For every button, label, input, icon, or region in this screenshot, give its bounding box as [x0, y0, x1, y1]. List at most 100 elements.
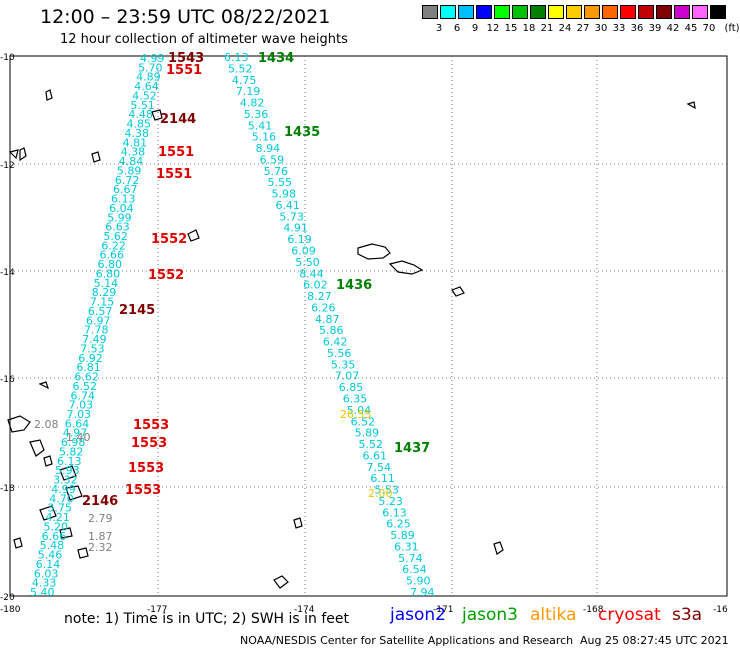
east-track-swh: 6.35 — [343, 392, 368, 405]
west-track-swh: 4.81 — [123, 136, 148, 149]
y-tick-label: -20 — [0, 593, 15, 603]
east-track-swh: 5.56 — [327, 347, 352, 360]
legend-swatch — [692, 5, 708, 19]
west-track-swh-gray: 1.87 — [88, 530, 113, 543]
west-track-swh: 6.57 — [88, 305, 113, 318]
legend-label: 15 — [504, 23, 518, 34]
west-track-swh: 7.03 — [69, 399, 94, 412]
west-track-swh: 4.84 — [119, 155, 144, 168]
west-track-swh: 6.64 — [65, 417, 90, 430]
timestamp: Aug 25 08:27:45 UTC 2021 — [580, 634, 729, 647]
cryosat-time: 1552 — [148, 268, 184, 283]
west-track-swh: 4.21 — [45, 511, 70, 524]
legend-label: 21 — [540, 23, 554, 34]
west-track-swh: 4.89 — [136, 71, 161, 84]
legend-label: 30 — [594, 23, 608, 34]
s3a-time: 2145 — [119, 303, 155, 318]
legend-jason3: jason3 — [462, 605, 518, 625]
y-tick-label: -10 — [0, 53, 15, 63]
east-track-swh: 5.35 — [331, 358, 356, 371]
west-track-swh: 4.38 — [121, 146, 146, 159]
jason3-time: 1434 — [258, 51, 294, 66]
legend-swatch — [494, 5, 510, 19]
page-title: 12:00 – 23:59 UTC 08/22/2021 — [40, 6, 331, 28]
cryosat-time: 1551 — [158, 145, 194, 160]
west-track-swh: 5.62 — [103, 230, 128, 243]
east-track-swh: 5.90 — [406, 575, 431, 588]
island-outline — [59, 527, 73, 539]
west-track-swh: 6.13 — [111, 193, 136, 206]
island-outline — [38, 381, 50, 390]
east-track-swh: 6.52 — [351, 415, 376, 428]
west-track-swh: 7.53 — [80, 342, 105, 355]
east-track-swh: 5.86 — [319, 324, 344, 337]
west-track-swh: 6.62 — [74, 371, 99, 384]
cryosat-time: 1553 — [133, 418, 169, 433]
legend-unit: (ft) — [724, 23, 740, 34]
east-track-swh: 5.73 — [279, 210, 304, 223]
y-tick-label: -12 — [0, 161, 15, 171]
island-outline — [29, 439, 45, 457]
east-track-swh: 8.94 — [256, 142, 281, 155]
east-track-swh: 5.41 — [248, 119, 273, 132]
east-track-swh: 6.19 — [287, 233, 312, 246]
east-track-swh: 5.98 — [271, 188, 296, 201]
legend-swatch — [674, 5, 690, 19]
east-track-swh: 8.44 — [299, 267, 324, 280]
east-track-swh: 5.52 — [359, 438, 384, 451]
east-track-swh: 5.23 — [378, 495, 403, 508]
legend-label: 70 — [702, 23, 716, 34]
island-outline — [43, 455, 53, 467]
island-outline — [388, 260, 424, 275]
west-track-swh: 4.64 — [134, 80, 159, 93]
legend-swatch — [620, 5, 636, 19]
west-track-swh: 5.70 — [138, 61, 163, 74]
west-track-swh-gray: 1.40 — [66, 431, 91, 444]
legend-label: 45 — [684, 23, 698, 34]
s3a-time: 2146 — [82, 494, 118, 509]
west-track-swh: 5.46 — [38, 549, 63, 562]
legend-label: 27 — [576, 23, 590, 34]
east-track-swh: 6.41 — [275, 199, 300, 212]
legend-swatch — [638, 5, 654, 19]
x-tick-label: -168 — [583, 605, 604, 615]
east-track-swh: 6.42 — [323, 336, 348, 349]
s3a-time: 1543 — [168, 51, 204, 66]
west-track-swh: 4.97 — [63, 427, 88, 440]
east-track-swh: 7.54 — [366, 461, 391, 474]
east-track-swh: 5.50 — [295, 256, 320, 269]
west-track-swh: 5.14 — [94, 277, 119, 290]
island-outline — [686, 101, 696, 110]
east-track-swh: 5.89 — [390, 529, 415, 542]
west-track-swh: 4.70 — [49, 492, 74, 505]
x-tick-label: -177 — [147, 605, 167, 615]
west-track-swh: 4.33 — [32, 577, 57, 590]
legend-label: 36 — [630, 23, 644, 34]
legend-s3a: s3a — [672, 605, 703, 625]
legend-swatch — [710, 5, 726, 19]
west-track-swh: 5.20 — [44, 520, 69, 533]
west-track-swh-gray: 2.79 — [88, 512, 113, 525]
jason3-time: 1436 — [336, 278, 372, 293]
west-track-swh: 6.13 — [57, 455, 82, 468]
legend-swatch — [548, 5, 564, 19]
legend-label: 39 — [648, 23, 662, 34]
east-track-swh: 6.09 — [291, 245, 316, 258]
east-track-swh: 6.11 — [370, 472, 395, 485]
legend-label: 42 — [666, 23, 680, 34]
east-track-swh: 8.27 — [307, 290, 332, 303]
cryosat-time: 1551 — [166, 63, 202, 78]
west-track-swh: 6.80 — [96, 267, 121, 280]
west-track-swh: 6.66 — [99, 249, 124, 262]
west-track-swh: 4.99 — [51, 483, 76, 496]
west-track-swh: 8.29 — [92, 286, 117, 299]
west-track-swh: 6.14 — [36, 558, 61, 571]
s3a-time: 2144 — [160, 112, 196, 127]
x-tick-label: -180 — [0, 605, 21, 615]
east-track-swh: 7.94 — [410, 586, 435, 599]
east-track-swh: 5.89 — [355, 427, 380, 440]
west-track-swh: 5.89 — [117, 164, 142, 177]
east-track-swh: 4.82 — [240, 97, 264, 110]
cryosat-time: 1552 — [151, 232, 187, 247]
legend-swatch — [566, 5, 582, 19]
